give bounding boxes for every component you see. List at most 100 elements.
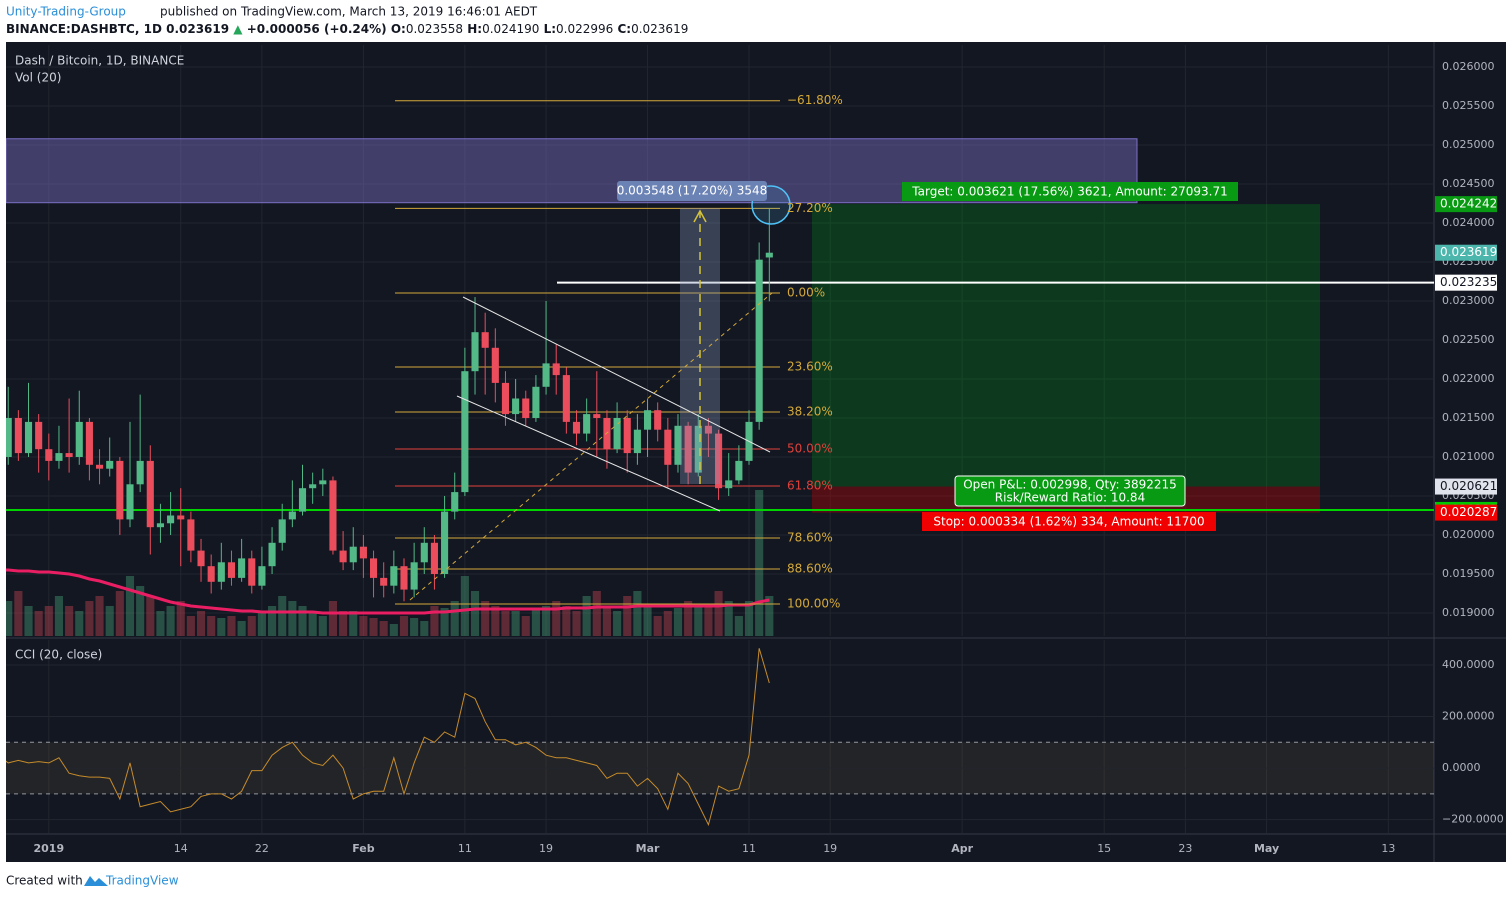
- candle-body: [562, 375, 570, 422]
- cci-tick-label: 400.0000: [1442, 658, 1495, 671]
- l-value: 0.022996: [556, 22, 613, 36]
- candle-body: [613, 417, 621, 450]
- candle-body: [694, 425, 702, 473]
- volume-bar: [369, 618, 378, 636]
- volume-bar: [34, 611, 43, 636]
- pnl-label: Open P&L: 0.002998, Qty: 3892215: [963, 478, 1177, 492]
- candle-body: [329, 480, 337, 551]
- volume-bar: [694, 606, 703, 636]
- volume-bar: [633, 591, 642, 636]
- candle-body: [177, 515, 185, 520]
- volume-bar: [755, 490, 764, 636]
- c-label: C:: [617, 22, 631, 36]
- h-label: H:: [467, 22, 482, 36]
- volume-bar: [552, 601, 561, 636]
- y-tick-label: 0.025000: [1442, 138, 1495, 151]
- volume-bar: [349, 611, 358, 636]
- candle-body: [217, 562, 225, 582]
- candle-body: [765, 252, 773, 258]
- x-tick-label: 11: [458, 842, 472, 855]
- candle-body: [156, 523, 164, 528]
- y-tick-label: 0.026000: [1442, 60, 1495, 73]
- measure-area: [680, 208, 720, 484]
- volume-bar: [65, 606, 74, 636]
- candle-body: [298, 488, 307, 512]
- l-label: L:: [544, 22, 556, 36]
- candle-body: [207, 566, 215, 582]
- candle-body: [410, 562, 418, 590]
- volume-bar: [257, 611, 266, 636]
- candle-body: [633, 429, 641, 454]
- volume-title: Vol (20): [15, 71, 61, 85]
- volume-bar: [724, 601, 733, 636]
- candle-body: [0, 418, 2, 457]
- volume-bar: [44, 606, 53, 636]
- volume-bar: [582, 596, 591, 636]
- candle-body: [461, 371, 469, 493]
- volume-bar: [379, 621, 388, 636]
- o-value: 0.023558: [406, 22, 463, 36]
- volume-ma: [6, 568, 770, 615]
- fib-label: 27.20%: [787, 201, 833, 215]
- y-tick-label: 0.022500: [1442, 333, 1495, 346]
- volume-bar: [217, 618, 226, 636]
- rr-label: Risk/Reward Ratio: 10.84: [995, 491, 1145, 505]
- candle-body: [674, 425, 682, 465]
- candle-body: [6, 417, 12, 457]
- candle-body: [75, 421, 83, 457]
- measure-box: [617, 181, 767, 201]
- volume-bar: [328, 601, 338, 636]
- fib-trend: [409, 292, 773, 601]
- x-tick-label: 19: [823, 842, 837, 855]
- target-label: Target: 0.003621 (17.56%) 3621, Amount: …: [911, 185, 1227, 199]
- volume-bar: [125, 576, 135, 636]
- volume-bar: [399, 616, 409, 636]
- channel-upper: [462, 296, 771, 453]
- candle-body: [187, 519, 195, 551]
- candle-body: [248, 558, 256, 586]
- candle-body: [14, 417, 22, 454]
- volume-bar: [542, 606, 551, 636]
- volume-bar: [511, 611, 520, 636]
- volume-bar: [268, 606, 277, 636]
- volume-bar: [481, 601, 490, 636]
- arrow: ▲: [233, 22, 243, 36]
- candle-body: [420, 542, 428, 563]
- volume-bar: [704, 606, 713, 636]
- candle-body: [380, 577, 388, 586]
- candle-body: [623, 417, 631, 454]
- volume-bar: [460, 576, 469, 636]
- published: published on TradingView.com, March 13, …: [160, 5, 538, 19]
- footer-brand[interactable]: TradingView: [105, 874, 179, 888]
- candle-body: [106, 460, 114, 469]
- candle-body: [522, 398, 530, 418]
- candle-body: [278, 519, 286, 543]
- volume-bar: [359, 616, 368, 636]
- channel-lower: [456, 395, 721, 512]
- fib-label: 23.60%: [787, 359, 833, 373]
- volume-bar: [470, 591, 480, 636]
- volume-bar: [389, 624, 398, 636]
- volume-bar: [339, 611, 348, 636]
- fib-label: −61.80%: [787, 93, 843, 107]
- candle-body: [501, 382, 510, 415]
- volume-bar: [420, 621, 429, 636]
- fib-label: 88.60%: [787, 561, 833, 575]
- candle-body: [349, 546, 357, 563]
- candle-body: [512, 398, 520, 415]
- volume-bar: [572, 611, 581, 636]
- volume-bar: [146, 596, 155, 636]
- publisher[interactable]: Unity-Trading-Group: [6, 5, 126, 19]
- candle-body: [126, 484, 134, 520]
- candle-body: [593, 414, 601, 418]
- volume-bar: [410, 618, 419, 636]
- volume-bar: [85, 601, 94, 636]
- target-area: [812, 204, 1320, 487]
- volume-bar: [684, 601, 693, 636]
- candle-body: [268, 542, 276, 567]
- volume-bar: [562, 606, 571, 636]
- fib-label: 38.20%: [787, 404, 833, 418]
- cci-title: CCI (20, close): [15, 648, 102, 662]
- candle-body: [471, 332, 479, 372]
- y-tick-label: 0.024500: [1442, 177, 1495, 190]
